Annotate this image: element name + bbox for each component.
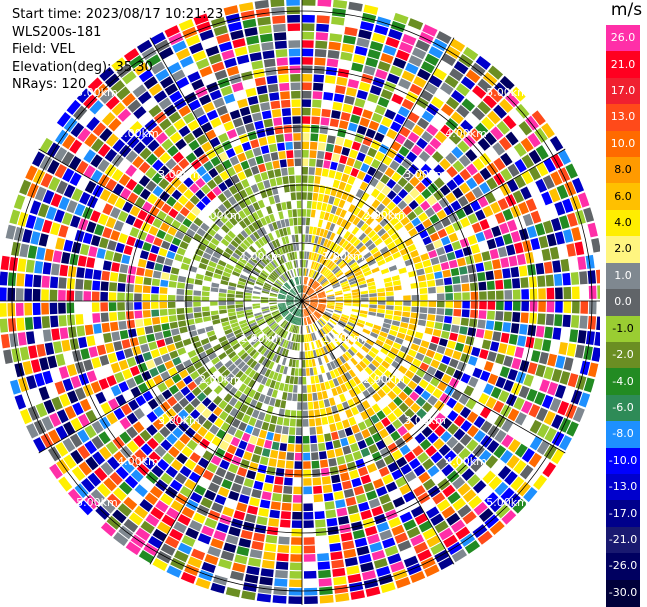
- range-ring-label: 2.00km: [363, 209, 405, 222]
- colorbar-tick-label: -30.0: [608, 585, 638, 599]
- colorbar-tick-label: -26.0: [608, 559, 638, 573]
- colorbar-segment: [606, 209, 640, 237]
- range-rings: 1.00km 1.00km 1.00km 1.00km 2.00km 2.00km 2.00…: [0, 0, 600, 605]
- instrument-name: WLS200s-181: [12, 24, 102, 40]
- range-ring-label: 1.00km: [322, 250, 364, 263]
- azimuth-line: [149, 300, 303, 565]
- colorbar-segment: [606, 130, 640, 158]
- ppi-plot: 1.00km 1.00km 1.00km 1.00km 2.00km 2.00km 2.00…: [0, 0, 600, 605]
- colorbar-tick-label: 2.0: [614, 242, 632, 256]
- colorbar-tick-label: 26.0: [610, 31, 636, 45]
- colorbar-segment: [606, 25, 640, 52]
- range-ring-label: 3.00km: [404, 414, 446, 427]
- colorbar-tick-label: 0.0: [614, 295, 632, 309]
- colorbar-tick-label: 17.0: [610, 84, 636, 98]
- colorbar-segment: [606, 341, 640, 369]
- range-ring-label: 1.00km: [322, 332, 364, 345]
- azimuth-line: [301, 37, 455, 302]
- azimuth-line: [301, 148, 566, 302]
- range-ring-label: 4.00km: [445, 127, 487, 140]
- range-ring-label: 2.00km: [199, 373, 241, 386]
- colorbar-segment: [606, 157, 640, 185]
- range-ring-label: 5.00km: [76, 496, 118, 509]
- colorbar-tick-label: 13.0: [610, 110, 636, 124]
- colorbar-tick-label: 10.0: [610, 136, 636, 150]
- range-ring-label: 3.00km: [404, 168, 446, 181]
- nrays: NRays: 120: [12, 77, 87, 92]
- range-ring-label: 5.00km: [486, 86, 528, 99]
- range-ring-label: 3.00km: [158, 168, 200, 181]
- colorbar-segment: [606, 183, 640, 211]
- range-ring-label: 5.00km: [486, 496, 528, 509]
- colorbar-segment: [606, 473, 640, 501]
- colorbar-segment: [606, 368, 640, 396]
- colorbar-segment: [606, 289, 640, 317]
- colorbar-tick-label: -8.0: [612, 427, 634, 441]
- colorbar-segment: [606, 579, 640, 607]
- colorbar-tick-label: -2.0: [612, 348, 634, 362]
- colorbar-segment: [606, 447, 640, 475]
- colorbar-tick-label: 4.0: [614, 216, 632, 230]
- colorbar-segment: [606, 394, 640, 422]
- azimuth-line: [301, 300, 455, 565]
- colorbar-tick-label: -10.0: [608, 453, 638, 467]
- colorbar-tick-label: 21.0: [610, 57, 636, 71]
- range-ring-label: 2.00km: [363, 373, 405, 386]
- azimuth-line: [38, 300, 303, 454]
- field-name: Field: VEL: [12, 42, 75, 57]
- elevation: Elevation(deg): 35.30: [12, 59, 153, 75]
- colorbar-segment: [606, 51, 640, 79]
- range-ring-label: 4.00km: [117, 455, 159, 468]
- colorbar-segment: [606, 526, 640, 554]
- range-ring-label: 4.00km: [117, 127, 159, 140]
- range-ring-label: 4.00km: [445, 455, 487, 468]
- colorbar-segment: [606, 262, 640, 290]
- colorbar: 26.0 21.0 17.0 13.0 10.0 8.0 6.0 4.0 2.0 1.0 0.0 -1…: [606, 25, 640, 607]
- range-ring-label: 2.00km: [199, 209, 241, 222]
- colorbar-unit: m/s: [610, 0, 643, 20]
- colorbar-tick-label: -21.0: [608, 532, 638, 546]
- scan-info: Start time: 2023/08/17 10:21:23 WLS200s-…: [12, 6, 223, 94]
- colorbar-tick-label: -6.0: [612, 400, 634, 414]
- colorbar-segment: [606, 553, 640, 581]
- azimuth-line: [38, 148, 303, 302]
- colorbar-segment: [606, 421, 640, 449]
- colorbar-segment: [606, 77, 640, 105]
- colorbar-tick-label: -17.0: [608, 506, 638, 520]
- range-ring-label: 3.00km: [158, 414, 200, 427]
- range-ring-label: 5.00km: [76, 86, 118, 99]
- velocity-field: [0, 0, 600, 604]
- colorbar-segment: [606, 315, 640, 343]
- colorbar-segment: [606, 236, 640, 264]
- colorbar-tick-label: -13.0: [608, 480, 638, 494]
- colorbar-tick-label: -1.0: [612, 321, 634, 335]
- range-ring-label: 1.00km: [240, 250, 282, 263]
- range-ring-label: 1.00km: [240, 332, 282, 345]
- colorbar-tick-label: 8.0: [614, 163, 632, 177]
- azimuth-line: [149, 37, 303, 302]
- azimuth-line: [301, 300, 566, 454]
- colorbar-tick-label: 1.0: [614, 268, 632, 282]
- start-time: Start time: 2023/08/17 10:21:23: [12, 7, 224, 22]
- colorbar-tick-label: 6.0: [614, 189, 632, 203]
- colorbar-segment: [606, 500, 640, 528]
- colorbar-tick-label: -4.0: [612, 374, 634, 388]
- colorbar-segment: [606, 104, 640, 132]
